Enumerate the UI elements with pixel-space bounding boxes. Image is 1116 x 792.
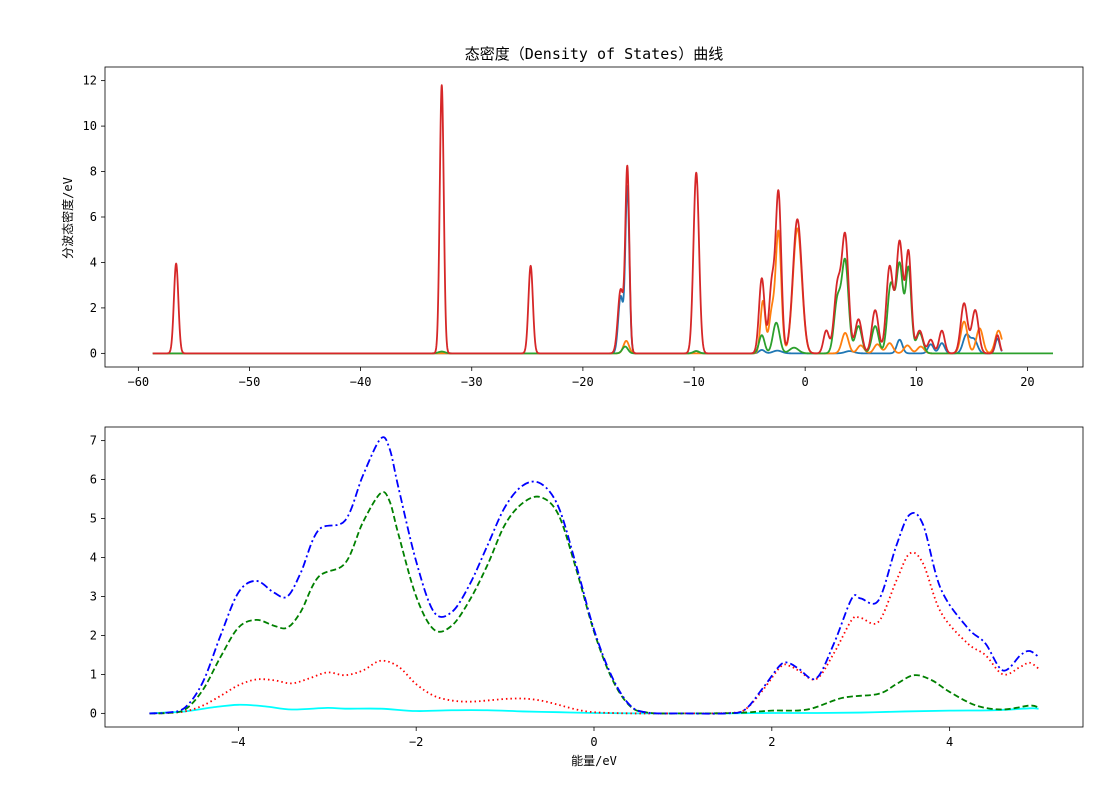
dos-series-line-2 [152,227,1003,355]
x-tick-label: −10 [683,375,705,389]
x-tick-label: −2 [409,735,423,749]
bottom-plot-frame [104,426,1084,728]
x-tick-label: 0 [802,375,809,389]
dos-zoom-series-line-3 [149,491,1039,715]
y-tick-label: 8 [90,165,97,179]
y-tick-label: 6 [90,210,97,224]
x-tick-label: 0 [590,735,597,749]
top-plot-frame [104,66,1084,368]
bottom-dos-axes: −4 −2 0 2 4 0 1 2 3 4 5 6 7 [90,426,1084,749]
dos-series-line-3 [152,257,1054,355]
x-tick-label: 2 [768,735,775,749]
y-tick-label: 2 [90,301,97,315]
dos-zoom-series-line-1 [149,703,1039,715]
x-tick-label: −60 [127,375,149,389]
y-tick-label: 6 [90,473,97,487]
y-tick-label: 5 [90,512,97,526]
x-tick-label: −40 [350,375,372,389]
y-tick-label: 0 [90,706,97,720]
y-tick-label: 7 [90,434,97,448]
top-y-axis-label: 分波态密度/eV [60,177,75,259]
dos-zoom-series-line-4 [149,436,1040,715]
top-dos-axes: −60 −50 −40 −30 −20 −10 0 10 20 0 2 4 6 8 10 12 [83,66,1084,389]
chart-title: 态密度（Density of States）曲线 [465,45,724,63]
x-tick-label: −30 [461,375,483,389]
y-tick-label: 4 [90,551,97,565]
y-tick-label: 12 [83,74,97,88]
y-tick-label: 0 [90,346,97,360]
dos-series-line-4 [152,84,1003,355]
y-tick-label: 1 [90,667,97,681]
x-tick-label: 4 [946,735,953,749]
x-tick-label: −20 [572,375,594,389]
x-tick-label: −4 [231,735,245,749]
y-tick-label: 4 [90,255,97,269]
x-tick-label: 10 [909,375,923,389]
x-tick-label: 20 [1020,375,1034,389]
x-tick-label: −50 [239,375,261,389]
y-tick-label: 2 [90,628,97,642]
bottom-x-axis-label: 能量/eV [571,754,617,768]
y-tick-label: 3 [90,589,97,603]
y-tick-label: 10 [83,119,97,133]
